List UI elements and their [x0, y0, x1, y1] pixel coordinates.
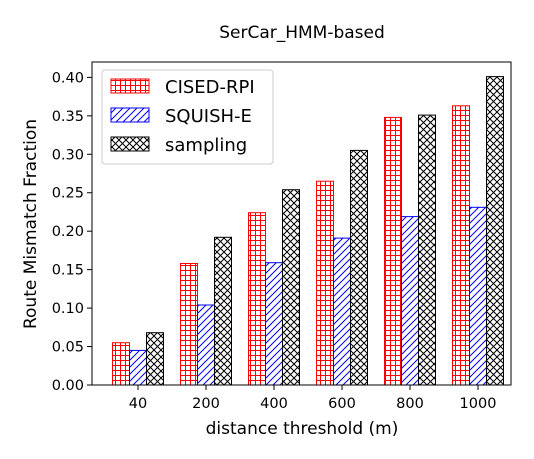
bar-cised-rpi-200: [180, 263, 198, 386]
y-tick-label: 0.10: [52, 301, 84, 317]
x-axis-label: distance threshold (m): [206, 419, 399, 439]
legend-swatch-squish-e: [110, 107, 150, 123]
bar-squish-e-800: [401, 216, 419, 386]
x-tick-label: 400: [260, 396, 288, 412]
legend-label-cised-rpi: CISED-RPI: [165, 77, 255, 98]
y-tick-label: 0.15: [52, 263, 84, 279]
y-tick-label: 0.35: [52, 109, 84, 125]
y-tick-label: 0.20: [52, 224, 84, 240]
y-tick-label: 0.25: [52, 186, 84, 202]
bar-sampling-600: [350, 149, 368, 386]
y-tick-label: 0.30: [52, 147, 84, 163]
bars-group: [112, 76, 504, 386]
y-tick-label: 0.05: [52, 340, 84, 356]
legend: CISED-RPI SQUISH-E sampling: [101, 69, 274, 165]
legend-swatch-cised-rpi: [110, 78, 150, 94]
bar-squish-e-40: [129, 349, 147, 386]
x-tick-label: 600: [328, 396, 356, 412]
bar-cised-rpi-40: [112, 342, 130, 386]
y-tick-label: 0.00: [52, 378, 84, 394]
bar-squish-e-1000: [469, 206, 487, 386]
legend-label-squish-e: SQUISH-E: [165, 106, 252, 127]
bar-squish-e-400: [265, 262, 283, 386]
bar-sampling-200: [214, 236, 232, 386]
bar-cised-rpi-600: [316, 180, 334, 386]
x-tick-label: 1000: [460, 396, 497, 412]
bar-squish-e-200: [197, 304, 215, 386]
x-axis: 40 200 400 600 800 1000: [129, 385, 497, 412]
chart-title: SerCar_HMM-based: [219, 23, 385, 43]
bar-cised-rpi-800: [384, 116, 402, 386]
y-axis: 0.00 0.05 0.10 0.15 0.20 0.25 0.30 0.35 0.40: [52, 70, 92, 394]
legend-label-sampling: sampling: [165, 135, 247, 156]
x-tick-label: 200: [192, 396, 220, 412]
y-axis-label: Route Mismatch Fraction: [21, 119, 41, 329]
bar-cised-rpi-1000: [452, 105, 470, 386]
legend-swatch-sampling: [110, 136, 150, 152]
bar-sampling-40: [146, 332, 164, 386]
plot-frame: [91, 61, 512, 386]
bar-cised-rpi-400: [248, 212, 266, 386]
bar-sampling-800: [418, 114, 436, 386]
y-tick-label: 0.40: [52, 70, 84, 86]
x-tick-label: 40: [129, 396, 147, 412]
bar-sampling-1000: [486, 76, 504, 386]
x-tick-label: 800: [396, 396, 424, 412]
bar-squish-e-600: [333, 237, 351, 386]
bar-sampling-400: [282, 189, 300, 386]
